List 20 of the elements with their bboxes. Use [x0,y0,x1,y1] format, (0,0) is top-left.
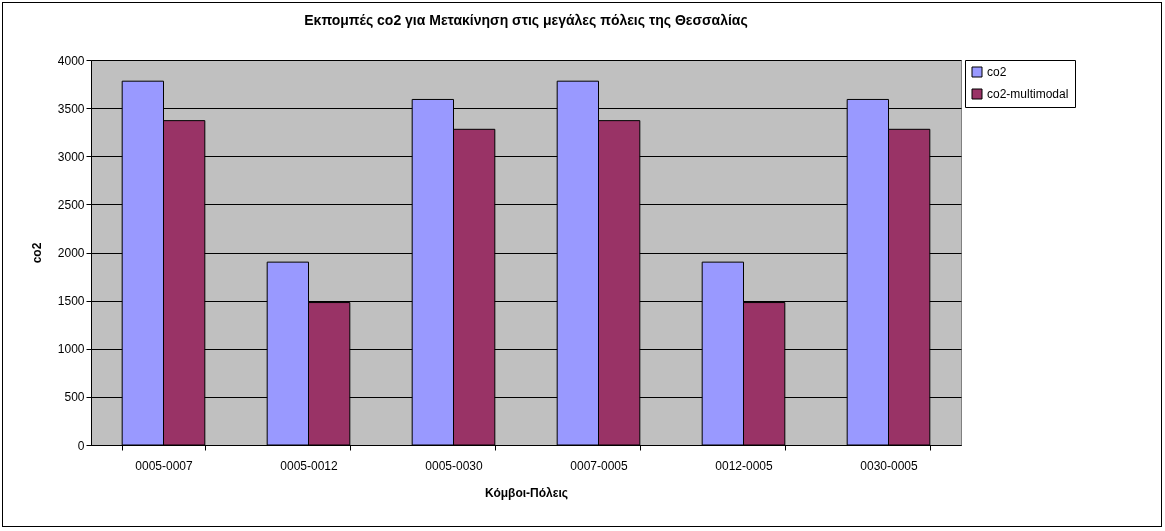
x-tick-label: 0012-0005 [715,458,774,473]
y-tick-label: 1500 [57,294,85,309]
x-tick-label: 0030-0005 [860,458,919,473]
legend-label: co2 [987,65,1007,79]
y-tick-label: 1000 [57,342,85,357]
x-tick-label: 0007-0005 [570,458,629,473]
chart-title: Εκπομπές co2 για Μετακίνηση στις μεγάλες πόλεις της Θεσσαλίας [304,12,748,28]
legend-label: co2-multimodal [987,87,1069,101]
x-tick-label: 0005-0012 [280,458,339,473]
y-tick-label: 2000 [57,246,85,260]
y-tick-label: 3000 [57,149,85,164]
x-axis-title: Κόμβοι-Πόλεις [485,485,568,500]
y-tick-label: 2500 [57,197,85,212]
y-tick-label: 3500 [57,101,85,116]
x-tick-label: 0005-0007 [135,458,194,473]
y-tick-label: 0 [77,438,85,453]
y-axis-title: co2 [29,242,44,264]
x-tick-label: 0005-0030 [425,458,484,473]
y-tick-label: 4000 [57,53,85,68]
y-tick-label: 500 [64,390,85,405]
